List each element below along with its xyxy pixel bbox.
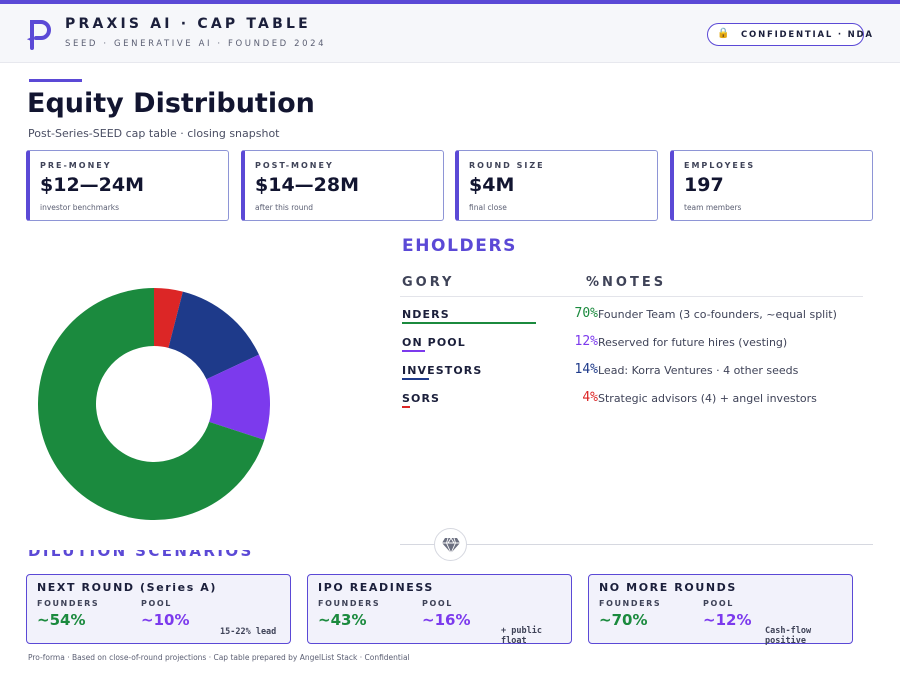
scenario-title: IPO READINESS <box>318 581 434 594</box>
header-rule <box>400 296 863 297</box>
title-accent-line <box>29 79 82 82</box>
founders-value: ~54% <box>37 611 86 629</box>
pool-label: POOL <box>703 599 734 608</box>
stat-value: $4M <box>469 174 515 196</box>
scenario-card-no-more-rounds: NO MORE ROUNDS FOUNDERS ~70% POOL ~12% C… <box>588 574 853 646</box>
shareholders-title: EHOLDERS <box>402 236 517 256</box>
row-percent: 70% <box>574 306 598 321</box>
founders-value: ~43% <box>318 611 367 629</box>
stat-card-round-size: ROUND SIZE $4M final close <box>455 150 658 221</box>
row-category: ON POOL <box>402 336 466 349</box>
row-note: Reserved for future hires (vesting) <box>598 336 788 349</box>
donut-slice-option-pool <box>206 354 270 440</box>
row-note: Lead: Korra Ventures · 4 other seeds <box>598 364 799 377</box>
scenario-note: 15-22% lead <box>220 627 277 637</box>
column-header-category: GORY <box>402 275 455 290</box>
scenario-note: + public float <box>501 626 542 646</box>
row-note: Founder Team (3 co-founders, ~equal spli… <box>598 308 837 321</box>
section-divider <box>400 544 873 545</box>
founders-label: FOUNDERS <box>37 599 100 608</box>
header: PRAXIS AI · CAP TABLE SEED · GENERATIVE … <box>0 4 900 63</box>
pool-label: POOL <box>141 599 172 608</box>
row-share-bar <box>402 322 536 324</box>
stat-card-pre-money: PRE-MONEY $12—24M investor benchmarks <box>26 150 229 221</box>
row-share-bar <box>402 406 410 408</box>
donut-slice-seed-investors <box>168 291 259 380</box>
dilution-title-text: DILUTION SCENARIOS <box>28 550 254 560</box>
pool-label: POOL <box>422 599 453 608</box>
footer-note: Pro-forma · Based on close-of-round proj… <box>28 653 410 662</box>
pool-value: ~10% <box>141 611 190 629</box>
column-header-pct-notes: %NOTES <box>586 275 667 290</box>
badge-label: CONFIDENTIAL · NDA <box>741 30 874 40</box>
stat-card-post-money: POST-MONEY $14—28M after this round <box>241 150 444 221</box>
founders-label: FOUNDERS <box>318 599 381 608</box>
lock-icon: 🔒 <box>717 28 730 39</box>
stat-value: $12—24M <box>40 174 145 196</box>
pool-value: ~16% <box>422 611 471 629</box>
stat-value: 197 <box>684 174 724 196</box>
row-category: INVESTORS <box>402 364 483 377</box>
confidential-badge: 🔒 CONFIDENTIAL · NDA <box>707 23 872 46</box>
stat-note: investor benchmarks <box>40 203 120 212</box>
top-accent-bar <box>0 0 900 4</box>
stat-label: ROUND SIZE <box>469 161 545 170</box>
scenario-note: Cash-flow positive <box>765 626 812 646</box>
row-percent: 12% <box>574 334 598 349</box>
stat-card-employees: EMPLOYEES 197 team members <box>670 150 873 221</box>
page-title: Equity Distribution <box>27 88 315 119</box>
row-category: SORS <box>402 392 441 405</box>
stat-label: POST-MONEY <box>255 161 334 170</box>
stat-note: team members <box>684 203 742 212</box>
pool-value: ~12% <box>703 611 752 629</box>
row-note: Strategic advisors (4) + angel investors <box>598 392 817 405</box>
donut-slice-founders <box>38 288 265 520</box>
scenario-title: NEXT ROUND (Series A) <box>37 581 218 594</box>
stat-note: final close <box>469 203 507 212</box>
scenario-title: NO MORE ROUNDS <box>599 581 737 594</box>
donut-slice-advisors <box>154 288 183 348</box>
row-share-bar <box>402 378 429 380</box>
row-category: NDERS <box>402 308 450 321</box>
praxis-logo <box>27 20 51 50</box>
founders-value: ~70% <box>599 611 648 629</box>
row-percent: 14% <box>574 362 598 377</box>
row-share-bar <box>402 350 425 352</box>
founders-label: FOUNDERS <box>599 599 662 608</box>
row-percent: 4% <box>582 390 598 405</box>
dilution-scenarios-title: DILUTION SCENARIOS <box>28 550 254 568</box>
stat-label: EMPLOYEES <box>684 161 756 170</box>
stat-label: PRE-MONEY <box>40 161 112 170</box>
brand-title: PRAXIS AI · CAP TABLE <box>65 16 311 32</box>
diamond-icon <box>434 528 467 561</box>
stat-value: $14—28M <box>255 174 360 196</box>
scenario-card-ipo-readiness: IPO READINESS FOUNDERS ~43% POOL ~16% + … <box>307 574 572 646</box>
equity-donut-chart <box>38 288 270 520</box>
stat-note: after this round <box>255 203 313 212</box>
brand-subtitle: SEED · GENERATIVE AI · FOUNDED 2024 <box>65 39 327 49</box>
scenario-card-next-round: NEXT ROUND (Series A) FOUNDERS ~54% POOL… <box>26 574 291 644</box>
page-subtitle: Post-Series-SEED cap table · closing sna… <box>28 127 280 140</box>
